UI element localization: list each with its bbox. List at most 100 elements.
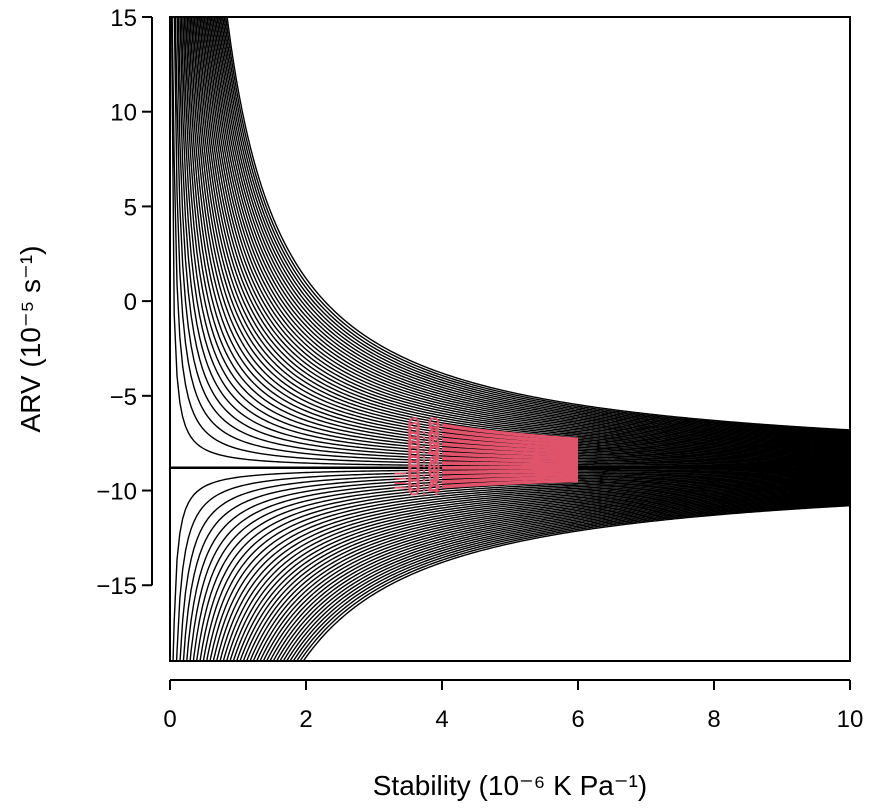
contour-line [200,17,850,448]
contour-line [269,495,850,661]
contour-line [215,17,850,439]
contour-line [185,17,850,459]
contour-line [206,477,850,661]
contour-line [223,17,850,433]
contour-line [209,17,850,442]
highlight-contour-line [441,456,579,464]
contour-line [202,17,850,447]
contour-line [212,17,850,441]
contour-line [299,504,850,661]
y-tick-label: 5 [124,194,137,221]
contour-line [210,17,850,442]
contour-line [215,480,850,661]
highlight-contour-line [441,447,579,457]
x-tick-label: 6 [571,706,584,733]
y-tick-label: −10 [96,479,137,506]
contour-line [222,482,850,661]
contour-line [249,489,850,661]
y-axis: −15 −10 −5 0 5 10 15 [96,5,153,600]
contour-label: 0.2 [407,446,440,473]
contour-line [245,488,850,661]
highlight-contour-lines [441,423,579,489]
x-tick-label: 2 [299,706,312,733]
highlight-contour-line [441,472,579,480]
contour-label: 0.0 [407,456,440,483]
highlight-contour-line [441,469,578,475]
contour-line [173,17,850,466]
y-tick-label: −5 [110,384,137,411]
highlight-contour-line [441,432,579,448]
highlight-contour-line [441,475,579,484]
x-tick-label: 10 [837,706,864,733]
y-tick-label: 10 [110,100,137,127]
contour-line [232,485,850,661]
highlight-contour-line [441,428,579,445]
highlight-contour-line [441,442,579,454]
contour-line [186,17,850,458]
contour-line [265,494,850,661]
contour-line [275,497,850,661]
contour-line [220,17,850,435]
contour-label: 0.1 [407,451,440,478]
contour-line [206,17,850,444]
contour-label: 0.3 [407,442,440,469]
contour-line [182,17,850,460]
contour-line [285,500,850,661]
contour-line [262,493,850,661]
y-axis-title: ARV (10⁻⁵ s⁻¹) [15,246,46,433]
contour-line [176,17,850,464]
x-tick-label: 4 [435,706,448,733]
highlight-contour-line [441,461,578,467]
contour-line [282,499,850,661]
contour-line [186,471,850,661]
y-tick-label: 0 [124,289,137,316]
contour-line [213,17,850,440]
contour-line [199,475,850,661]
contour-line [239,486,850,661]
contour-line [292,502,850,661]
highlight-contour-line [441,423,579,442]
contour-label: 0.6 [407,427,440,454]
black-contour-lines [170,17,850,661]
contour-label: 0.4 [407,437,440,464]
contour-label: −0.2 [393,465,440,492]
contour-line [192,17,850,454]
x-axis-title: Stability (10⁻⁶ K Pa⁻¹) [373,770,648,801]
contour-line [225,483,850,661]
contour-line [219,481,850,661]
contour-line [259,492,850,661]
contour-label: 0.9 [407,413,440,440]
contour-line [289,501,850,661]
contour-line [212,479,850,661]
contour-line [252,490,850,661]
contour-line [197,17,850,450]
contour-line [207,17,850,443]
contour-line [302,504,850,661]
contour-line [242,487,850,661]
contour-line [295,503,850,661]
highlight-contour-line [441,451,579,461]
plot-frame [169,16,851,662]
contour-label: 0.5 [407,432,440,459]
contour-label: −0.1 [393,461,440,488]
contour-label: −0.4 [393,475,440,502]
contour-line [217,17,850,437]
contour-label: 0.7 [407,423,440,450]
contour-line [202,476,850,661]
highlight-contour-line [441,437,579,451]
contour-label: 0.8 [407,418,440,445]
contour-line [190,17,850,455]
y-tick-label: −15 [96,573,137,600]
contour-line [209,478,850,661]
contour-line [203,17,850,446]
highlight-contour-line [441,478,579,489]
contour-line [193,17,850,453]
contour-line [205,17,850,445]
x-axis: 0 2 4 6 8 10 [163,679,864,733]
contour-line [219,17,850,436]
contour-line [192,473,850,661]
contour-line [229,484,850,661]
contour-line [179,469,850,661]
contour-line [279,498,850,661]
